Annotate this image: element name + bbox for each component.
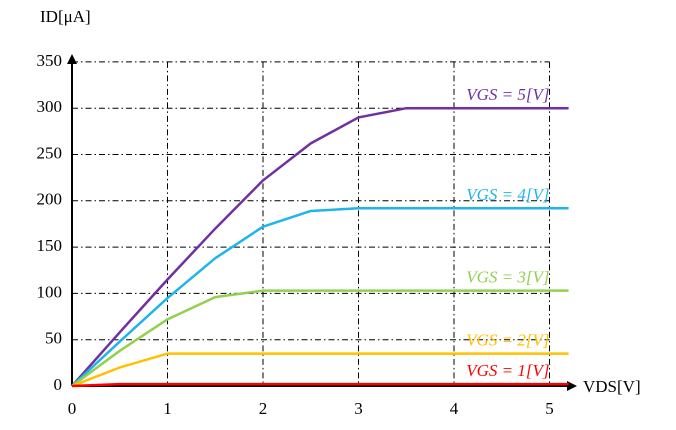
series-label: VGS = 3[V]	[466, 268, 549, 287]
series-label: VGS = 5[V]	[466, 85, 549, 104]
y-axis-label: ID[μA]	[40, 7, 91, 26]
x-tick-label: 0	[68, 399, 77, 418]
series-line	[71, 352, 569, 388]
x-tick-label: 5	[545, 399, 554, 418]
series-label: VGS = 4[V]	[466, 185, 549, 204]
x-tick-label: 2	[259, 399, 268, 418]
y-tick-label: 300	[37, 97, 63, 116]
y-tick-label: 250	[37, 143, 63, 162]
x-tick-label: 1	[163, 399, 172, 418]
y-tick-label: 200	[37, 190, 63, 209]
series-line	[71, 289, 569, 388]
y-tick-label: 350	[37, 51, 63, 70]
series-label: VGS = 2[V]	[466, 330, 549, 349]
y-tick-label: 150	[37, 236, 63, 255]
y-tick-label: 100	[37, 282, 63, 301]
series-line	[71, 382, 569, 388]
x-tick-label: 3	[354, 399, 363, 418]
series-label: VGS = 1[V]	[466, 361, 549, 380]
x-axis-label: VDS[V]	[583, 377, 641, 396]
y-tick-label: 50	[45, 329, 62, 348]
y-axis-arrow	[67, 54, 77, 64]
y-tick-label: 0	[54, 375, 63, 394]
x-axis-arrow	[567, 381, 577, 391]
x-tick-label: 4	[450, 399, 459, 418]
series-line	[71, 206, 569, 387]
series-line	[71, 106, 569, 387]
